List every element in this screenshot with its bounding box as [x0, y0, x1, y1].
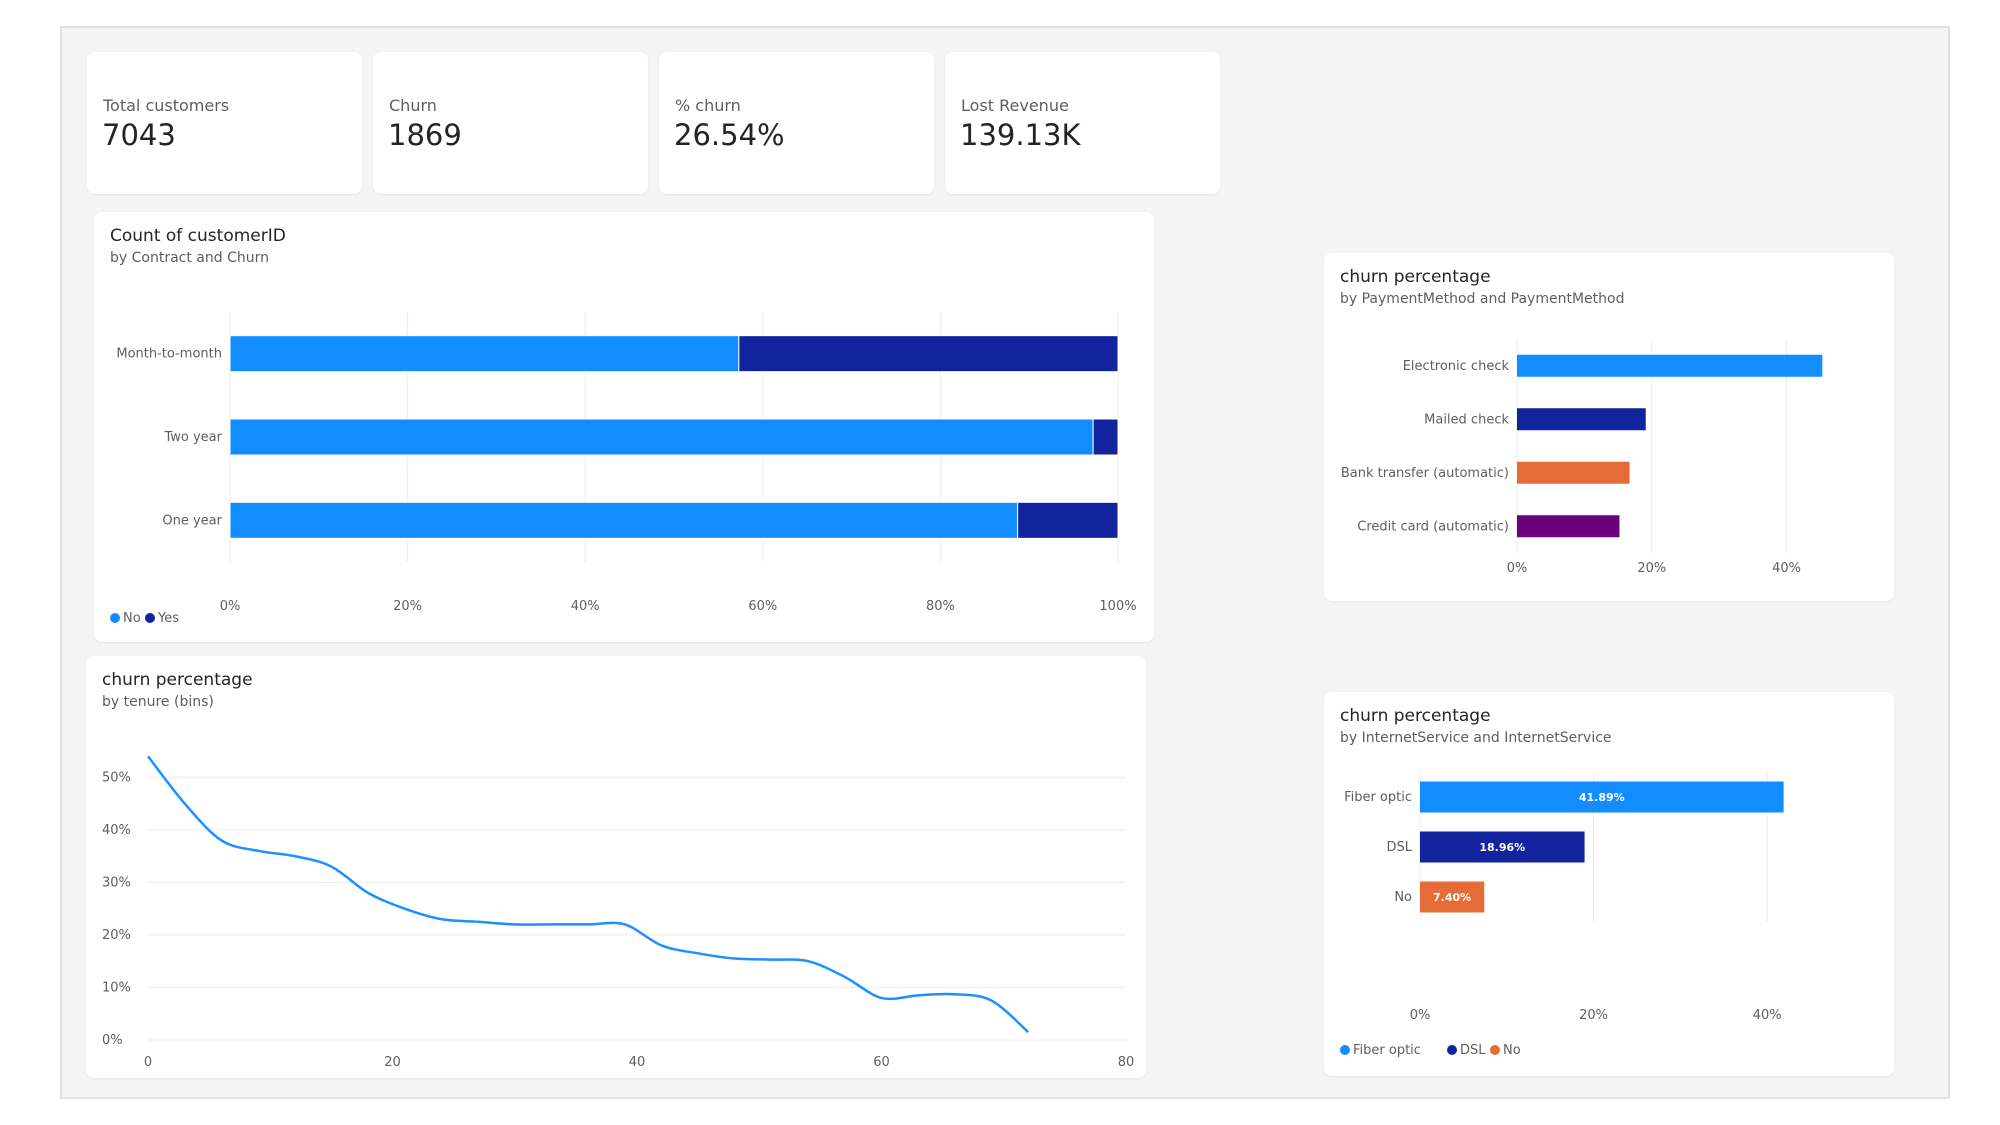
bar: [1517, 354, 1823, 377]
x-tick-label: 0: [144, 1055, 152, 1070]
x-tick-label: 60: [873, 1055, 890, 1070]
legend-label: No: [1503, 1043, 1521, 1058]
legend-label: DSL: [1460, 1043, 1486, 1058]
legend-marker: [1490, 1045, 1500, 1055]
chart-card-payment[interactable]: churn percentage by PaymentMethod and Pa…: [1324, 253, 1894, 601]
tenure-line-chart: 0% 10% 20% 30% 40% 50% 0 20 40 60 80: [102, 755, 1135, 1070]
bar: [1517, 408, 1646, 431]
bar: [1420, 831, 1585, 863]
x-tick-label: 20: [384, 1055, 401, 1070]
x-tick-label: 80%: [926, 599, 955, 614]
chart-title: churn percentage: [102, 670, 253, 690]
legend-marker: [1447, 1045, 1457, 1055]
chart-card-internet[interactable]: churn percentage by InternetService and …: [1324, 692, 1894, 1076]
chart-subtitle: by PaymentMethod and PaymentMethod: [1340, 291, 1625, 307]
bar-yes: [1017, 501, 1119, 539]
bar-yes: [1092, 418, 1119, 456]
x-tick-label: 0%: [220, 599, 241, 614]
kpi-value: 139.13K: [960, 118, 1081, 152]
category-label: Fiber optic: [1344, 790, 1412, 805]
chart-subtitle: by tenure (bins): [102, 694, 214, 710]
payment-bar-chart: 0% 20% 40% Electronic check Mailed check Bank…: [1341, 339, 1823, 576]
kpi-card-total-customers[interactable]: Total customers 7043: [87, 52, 362, 194]
x-tick-label: 80: [1118, 1055, 1135, 1070]
x-tick-label: 40%: [1772, 561, 1801, 576]
category-label: DSL: [1386, 840, 1412, 855]
kpi-card-lost-revenue[interactable]: Lost Revenue 139.13K: [945, 52, 1220, 194]
bar-no: [229, 501, 1019, 539]
category-label: Mailed check: [1424, 412, 1509, 427]
kpi-card-churn-percent[interactable]: % churn 26.54%: [659, 52, 934, 194]
bar-no: [229, 418, 1094, 456]
category-label: One year: [162, 513, 222, 528]
legend-marker: [1340, 1045, 1350, 1055]
category-label: Two year: [163, 430, 222, 445]
legend-marker: [110, 613, 120, 623]
chart-subtitle: by InternetService and InternetService: [1340, 730, 1612, 746]
category-label: Electronic check: [1403, 359, 1510, 374]
x-tick-label: 40%: [1753, 1008, 1782, 1023]
y-tick-label: 20%: [102, 928, 131, 943]
y-tick-label: 40%: [102, 823, 131, 838]
bar-no: [229, 335, 740, 373]
x-tick-label: 20%: [393, 599, 422, 614]
kpi-card-churn[interactable]: Churn 1869: [373, 52, 648, 194]
chart-title: churn percentage: [1340, 706, 1491, 726]
x-tick-label: 100%: [1099, 599, 1136, 614]
data-label: 7.40%: [1433, 891, 1471, 904]
y-tick-label: 50%: [102, 770, 131, 785]
chart-card-tenure[interactable]: churn percentage by tenure (bins) 0% 10% 2…: [86, 656, 1146, 1078]
chart-title: Count of customerID: [110, 226, 286, 246]
x-tick-label: 0%: [1507, 561, 1528, 576]
legend-label: No: [123, 611, 141, 626]
y-tick-label: 30%: [102, 875, 131, 890]
churn-line: [147, 755, 1030, 1034]
kpi-value: 1869: [388, 118, 462, 152]
internet-bar-chart: 0% 20% 40% Fiber optic 41.89% DSL 18.96% No 7.40…: [1340, 772, 1784, 1058]
legend-label: Fiber optic: [1353, 1043, 1421, 1058]
kpi-label: Lost Revenue: [961, 96, 1069, 115]
bar: [1420, 781, 1784, 813]
category-label: Bank transfer (automatic): [1341, 466, 1509, 481]
x-tick-label: 40: [629, 1055, 646, 1070]
category-label: No: [1394, 890, 1412, 905]
contract-bar-chart: 0% 20% 40% 60% 80% 100% Month-to-month Two year…: [110, 312, 1137, 626]
kpi-label: Total customers: [103, 96, 230, 115]
kpi-value: 26.54%: [674, 118, 785, 152]
kpi-value: 7043: [102, 118, 176, 152]
bar: [1420, 881, 1485, 913]
data-label: 18.96%: [1479, 841, 1525, 854]
data-label: 41.89%: [1579, 791, 1625, 804]
kpi-label: Churn: [389, 96, 437, 115]
x-tick-label: 20%: [1579, 1008, 1608, 1023]
chart-subtitle: by Contract and Churn: [110, 250, 269, 266]
category-label: Credit card (automatic): [1357, 519, 1509, 534]
x-tick-label: 0%: [1410, 1008, 1431, 1023]
bar: [1517, 515, 1620, 538]
legend-label: Yes: [157, 611, 179, 626]
category-label: Month-to-month: [116, 347, 222, 362]
kpi-label: % churn: [675, 96, 741, 115]
x-tick-label: 40%: [571, 599, 600, 614]
report-canvas: Total customers 7043 Churn 1869 % churn …: [60, 26, 1950, 1099]
bar-yes: [738, 335, 1119, 373]
y-tick-label: 10%: [102, 980, 131, 995]
legend-marker: [145, 613, 155, 623]
chart-title: churn percentage: [1340, 267, 1491, 287]
y-tick-label: 0%: [102, 1033, 123, 1048]
x-tick-label: 20%: [1637, 561, 1666, 576]
bar: [1517, 461, 1630, 484]
x-tick-label: 60%: [748, 599, 777, 614]
chart-card-contract[interactable]: Count of customerID by Contract and Chur…: [94, 212, 1154, 642]
